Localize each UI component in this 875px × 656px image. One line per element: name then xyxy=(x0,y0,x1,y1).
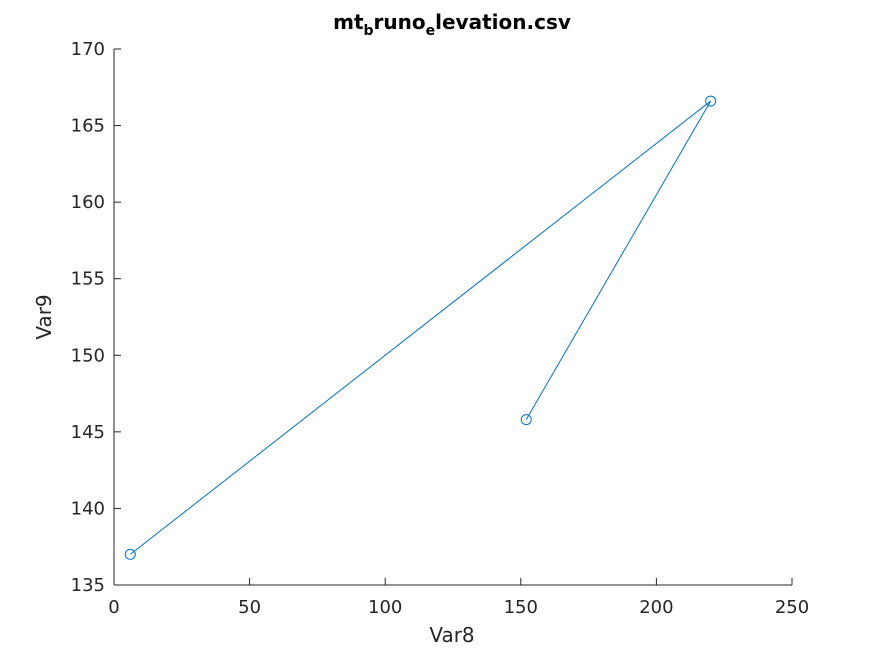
y-tick-label: 165 xyxy=(71,116,105,137)
data-point xyxy=(520,414,532,426)
data-point xyxy=(124,548,136,560)
y-tick-label: 140 xyxy=(71,498,105,519)
y-tick-label: 160 xyxy=(71,192,105,213)
y-tick-label: 150 xyxy=(71,345,105,366)
title-part: e xyxy=(426,23,436,39)
x-tick-label: 0 xyxy=(108,597,119,618)
data-point xyxy=(705,95,717,107)
x-tick-label: 50 xyxy=(238,597,261,618)
y-tick-label: 170 xyxy=(71,39,105,60)
y-tick-label: 145 xyxy=(71,422,105,443)
x-tick-label: 250 xyxy=(775,597,809,618)
title-part: b xyxy=(364,23,374,39)
chart-title: mtbrunoelevation.csv xyxy=(333,10,571,39)
series-layer xyxy=(124,95,717,560)
x-tick-label: 150 xyxy=(504,597,538,618)
series-line xyxy=(129,100,712,555)
x-tick-label: 100 xyxy=(368,597,402,618)
title-part: levation.csv xyxy=(435,10,571,34)
x-axis-label: Var8 xyxy=(429,623,474,647)
x-tick-label: 200 xyxy=(639,597,673,618)
y-tick-label: 155 xyxy=(71,269,105,290)
y-axis-label: Var9 xyxy=(32,294,56,339)
y-tick-label: 135 xyxy=(71,575,105,596)
title-part: mt xyxy=(333,10,364,34)
axes: 0 50 100 150 200 250 135 140 145 150 155 160 165 170 xyxy=(71,39,810,618)
title-part: runo xyxy=(374,10,426,34)
